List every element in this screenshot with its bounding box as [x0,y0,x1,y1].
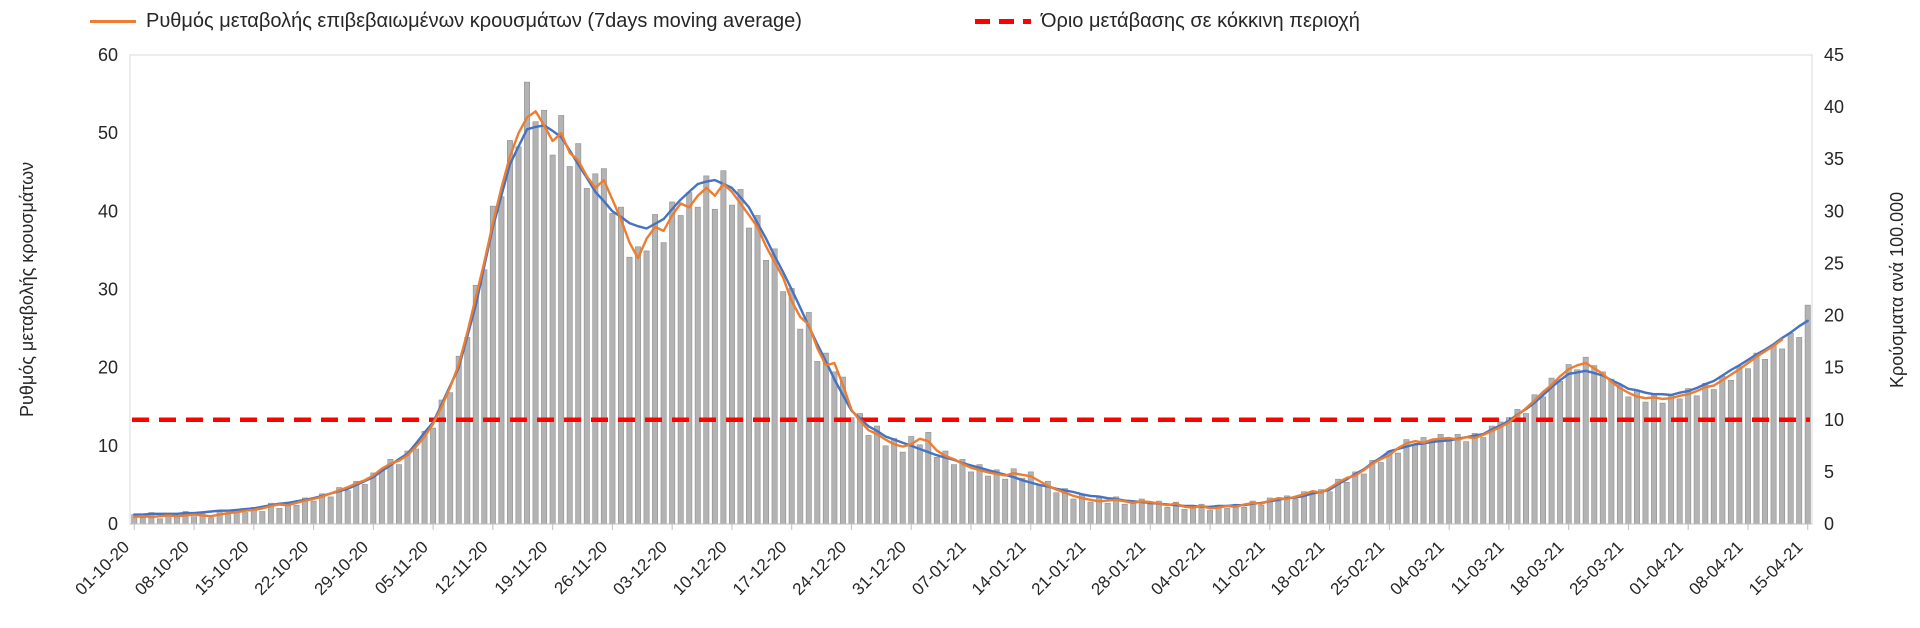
svg-text:11-02-21: 11-02-21 [1208,537,1269,598]
svg-text:26-11-20: 26-11-20 [551,537,612,598]
svg-text:15: 15 [1824,358,1844,378]
svg-text:31-12-20: 31-12-20 [848,537,910,599]
svg-text:21-01-21: 21-01-21 [1028,537,1090,599]
svg-text:04-03-21: 04-03-21 [1386,537,1448,599]
svg-text:30: 30 [1824,201,1844,221]
legend-label-moving-average: Ρυθμός μεταβολής επιβεβαιωμένων κρουσμάτ… [146,10,802,32]
red-dashed-swatch-icon [975,19,1031,24]
svg-text:03-12-20: 03-12-20 [609,537,671,599]
svg-text:10-12-20: 10-12-20 [669,537,731,599]
legend-item-moving-average: Ρυθμός μεταβολής επιβεβαιωμένων κρουσμάτ… [90,10,802,33]
right-axis-ticks: 0 5 10 15 20 25 30 35 40 45 [1824,45,1844,534]
smoothed-trend-line [133,124,1809,516]
svg-text:18-02-21: 18-02-21 [1267,537,1329,599]
svg-text:5: 5 [1824,462,1834,482]
bars-series [131,81,1811,525]
svg-text:28-01-21: 28-01-21 [1088,537,1150,599]
svg-text:40: 40 [98,201,118,221]
svg-text:10: 10 [1824,410,1844,430]
svg-text:07-01-21: 07-01-21 [908,537,970,599]
svg-text:01-10-20: 01-10-20 [72,537,134,599]
svg-text:15-10-20: 15-10-20 [191,537,253,599]
svg-text:25-03-21: 25-03-21 [1566,537,1628,599]
svg-text:0: 0 [108,514,118,534]
svg-text:12-11-20: 12-11-20 [431,537,492,598]
x-axis-labels: 01-10-2008-10-2015-10-2022-10-2029-10-20… [72,524,1809,599]
svg-text:08-04-21: 08-04-21 [1685,537,1747,599]
svg-text:40: 40 [1824,97,1844,117]
svg-text:29-10-20: 29-10-20 [311,537,373,599]
svg-text:0: 0 [1824,514,1834,534]
legend-item-red-threshold: Όριο μετάβασης σε κόκκινη περιοχή [975,10,1360,33]
svg-text:17-12-20: 17-12-20 [729,537,791,599]
left-axis-ticks: 0 10 20 30 40 50 60 [98,45,118,534]
svg-text:30: 30 [98,280,118,300]
svg-text:11-03-21: 11-03-21 [1447,537,1508,598]
svg-text:08-10-20: 08-10-20 [131,537,193,599]
orange-line-swatch-icon [90,20,136,23]
svg-text:22-10-20: 22-10-20 [251,537,313,599]
svg-text:10: 10 [98,436,118,456]
svg-text:20: 20 [98,358,118,378]
svg-text:60: 60 [98,45,118,65]
svg-text:20: 20 [1824,306,1844,326]
svg-text:01-04-21: 01-04-21 [1625,537,1687,599]
svg-text:45: 45 [1824,45,1844,65]
svg-text:50: 50 [98,123,118,143]
svg-text:05-11-20: 05-11-20 [371,537,432,598]
svg-text:14-01-21: 14-01-21 [968,537,1030,599]
svg-text:24-12-20: 24-12-20 [789,537,851,599]
svg-text:25-02-21: 25-02-21 [1327,537,1389,599]
svg-text:18-03-21: 18-03-21 [1506,537,1568,599]
rate-of-change-7day-moving-average-line [133,110,1784,519]
svg-text:25: 25 [1824,253,1844,273]
legend-label-red-threshold: Όριο μετάβασης σε κόκκινη περιοχή [1041,10,1360,32]
svg-text:35: 35 [1824,149,1844,169]
svg-text:19-11-20: 19-11-20 [491,537,552,598]
svg-text:15-04-21: 15-04-21 [1745,537,1807,599]
svg-text:04-02-21: 04-02-21 [1147,537,1209,599]
